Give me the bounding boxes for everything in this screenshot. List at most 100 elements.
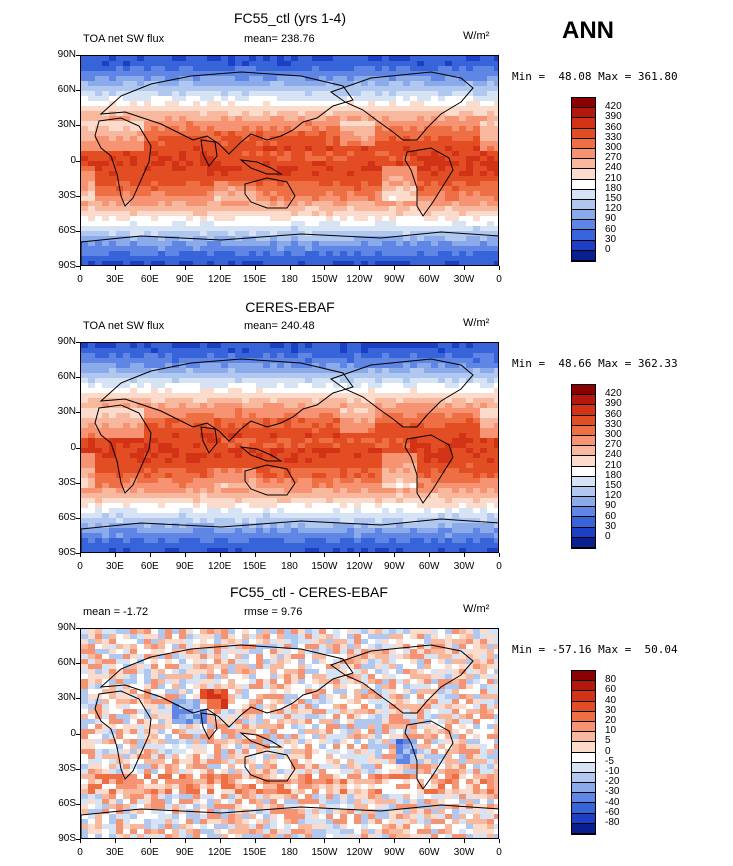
colorbar-label: 210 (605, 172, 622, 184)
left-label: TOA net SW flux (83, 33, 165, 45)
colorbar-label: -60 (605, 806, 620, 818)
colorbar-box (572, 230, 595, 241)
lon-tick-mark (499, 266, 500, 270)
colorbar-label: 420 (605, 101, 622, 113)
lat-tick-mark (76, 342, 80, 343)
lon-tick-label: 30E (106, 561, 124, 572)
lon-tick-label: 90E (175, 847, 194, 858)
colorbar-label: 240 (605, 449, 622, 461)
season-label: ANN (562, 17, 614, 44)
lat-tick-label: 60N (57, 657, 76, 669)
lat-tick-label: 60S (58, 224, 76, 236)
lon-tick-mark (254, 839, 256, 843)
colorbar-box (572, 405, 595, 416)
colorbar-label: 270 (605, 439, 622, 451)
lat-tick-mark (76, 195, 80, 197)
lon-tick-label: 60W (418, 274, 440, 285)
lat-tick-label: 30N (57, 406, 76, 418)
lat-tick-mark (76, 768, 80, 770)
lat-tick-mark (76, 230, 80, 232)
lon-tick-label: 150W (311, 561, 338, 572)
lat-tick-mark (76, 553, 80, 554)
lon-tick-label: 0 (496, 561, 502, 572)
colorbar-box (572, 476, 595, 487)
lat-tick-mark (76, 517, 80, 519)
colorbar-box (572, 783, 595, 794)
colorbar-label: 40 (605, 694, 617, 706)
colorbar-label: 120 (605, 490, 622, 502)
map-plot (80, 342, 499, 553)
colorbar-label: 420 (605, 388, 622, 400)
colorbar-box (572, 446, 595, 457)
lon-tick-label: 120E (207, 847, 232, 858)
colorbar-box (572, 772, 595, 784)
lat-tick-label: 90S (58, 260, 76, 271)
lat-tick-label: 0 (70, 441, 76, 453)
colorbar-box (572, 527, 595, 538)
lon-tick-label: 90E (175, 274, 194, 285)
colorbar-box (572, 517, 595, 528)
center-label: mean= 238.76 (244, 33, 315, 45)
units-label: W/m² (463, 30, 490, 42)
lon-tick-label: 0 (496, 274, 502, 285)
field-map (81, 56, 498, 265)
lat-tick-mark (76, 160, 80, 162)
lon-tick-mark (219, 839, 221, 843)
colorbar-label: 60 (605, 510, 617, 522)
colorbar-box (572, 701, 595, 712)
lat-tick-mark (76, 733, 80, 735)
colorbar-label: 300 (605, 429, 622, 440)
colorbar-box (572, 385, 595, 396)
colorbar-box (572, 456, 595, 467)
lat-tick-label: 60N (57, 371, 76, 383)
colorbar-box (572, 210, 595, 221)
lon-tick-mark (324, 839, 326, 843)
center-label: rmse = 9.76 (244, 606, 303, 618)
colorbar-box (572, 199, 595, 211)
colorbar-box (572, 415, 595, 426)
colorbar-box (572, 138, 595, 149)
lon-tick-mark (289, 839, 291, 843)
lon-tick-mark (184, 553, 186, 557)
lon-tick-mark (149, 266, 151, 270)
lon-tick-mark (394, 266, 396, 270)
lon-tick-mark (149, 839, 151, 843)
lon-tick-label: 0 (77, 274, 83, 285)
lat-tick-label: 30S (58, 762, 76, 774)
colorbar-box (572, 793, 595, 804)
colorbar-box (572, 486, 595, 498)
lon-tick-label: 150E (242, 274, 267, 285)
lat-tick-label: 60N (57, 84, 76, 96)
colorbar-label: 120 (605, 203, 622, 215)
colorbar-box (572, 148, 595, 160)
colorbar-box (572, 507, 595, 518)
colorbar-box (572, 742, 595, 753)
lat-tick-label: 0 (70, 727, 76, 739)
colorbar-box (572, 752, 595, 763)
colorbar-label: 240 (605, 162, 622, 174)
colorbar-label: 300 (605, 142, 622, 153)
lon-tick-label: 120W (346, 847, 373, 858)
colorbar-box (572, 128, 595, 139)
lon-tick-label: 120E (207, 561, 232, 572)
lon-tick-label: 180 (281, 847, 298, 858)
field-map (81, 629, 498, 838)
colorbar-box (572, 721, 595, 733)
colorbar-label: -20 (605, 776, 620, 788)
lat-tick-mark (76, 90, 80, 92)
lon-tick-mark (219, 553, 221, 557)
units-label: W/m² (463, 317, 490, 329)
lon-tick-mark (359, 553, 361, 557)
lon-tick-label: 150W (311, 274, 338, 285)
colorbar (571, 97, 596, 263)
lon-tick-label: 30E (106, 847, 124, 858)
colorbar-box (572, 823, 595, 834)
lat-tick-mark (76, 839, 80, 840)
lon-tick-label: 150E (242, 561, 267, 572)
lon-tick-label: 30E (106, 274, 124, 285)
colorbar-box (572, 159, 595, 170)
colorbar-box (572, 762, 595, 773)
lon-tick-mark (289, 266, 291, 270)
colorbar-box (572, 395, 595, 406)
lon-tick-label: 0 (496, 847, 502, 858)
